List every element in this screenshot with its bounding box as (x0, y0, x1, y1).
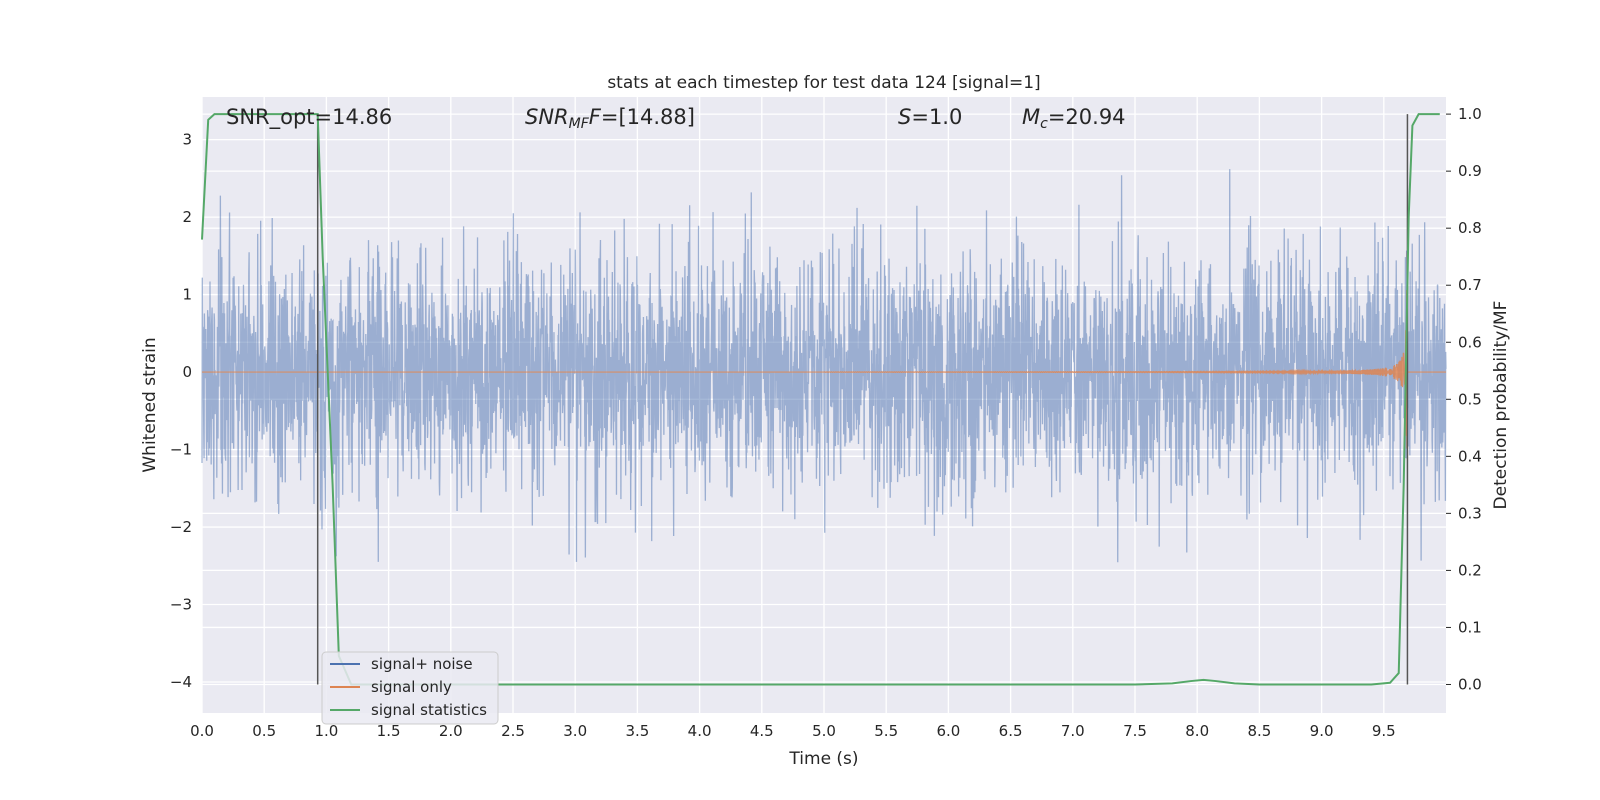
x-tick-label: 8.0 (1185, 722, 1209, 740)
right-y-axis-title: Detection probability/MF (1491, 301, 1511, 510)
right-y-tick-label: 0.7 (1458, 276, 1482, 294)
x-tick-label: 1.5 (377, 722, 401, 740)
left-y-axis-title: Whitened strain (140, 337, 160, 472)
left-y-tick-label: 3 (182, 131, 192, 149)
x-tick-label: 3.5 (625, 722, 649, 740)
legend-box (321, 651, 499, 725)
right-y-tick-label: 0.9 (1458, 162, 1482, 180)
x-tick-label: 9.0 (1310, 722, 1334, 740)
s-value: =1.0 (911, 105, 962, 129)
s-symbol: S (898, 105, 911, 129)
legend-label-signal-noise: signal+ noise (371, 655, 473, 673)
left-y-tick-label: 1 (182, 286, 192, 304)
legend-label-signal-only: signal only (371, 678, 452, 696)
right-y-tick-label: 0.5 (1458, 390, 1482, 408)
x-tick-label: 7.5 (1123, 722, 1147, 740)
x-tick-label: 5.5 (874, 722, 898, 740)
right-y-tick-label: 0.6 (1458, 333, 1482, 351)
legend-label-signal-statistics: signal statistics (371, 701, 487, 719)
snr-mf-symbol: SNR (525, 105, 569, 129)
signal-statistics-series (201, 113, 1440, 686)
annotation-snr-mf: SNRMFF=[14.88] (525, 105, 695, 132)
x-tick-label: 3.0 (563, 722, 587, 740)
x-tick-label: 1.0 (314, 722, 338, 740)
legend: signal+ noise signal only signal statist… (321, 651, 499, 725)
signal-noise-line (201, 169, 1447, 563)
left-y-tick-label: −4 (170, 673, 192, 691)
x-tick-label: 2.0 (439, 722, 463, 740)
x-tick-label: 6.5 (999, 722, 1023, 740)
right-y-axis-ticks: 1.0 0.9 0.8 0.7 0.6 0.5 0.4 0.3 0.2 0.1 0.0 (1446, 105, 1482, 693)
right-y-tick-label: 0.1 (1458, 618, 1482, 636)
x-tick-label: 9.5 (1372, 722, 1396, 740)
signal-only-line (202, 252, 1446, 449)
x-tick-label: 0.5 (252, 722, 276, 740)
annotation-s: S=1.0 (898, 105, 962, 129)
x-tick-label: 4.0 (688, 722, 712, 740)
right-y-tick-label: 0.4 (1458, 447, 1482, 465)
mc-symbol: M (1022, 105, 1040, 129)
chart-title: stats at each timestep for test data 124… (607, 73, 1040, 93)
signal-only-series (202, 252, 1446, 449)
left-y-tick-label: −1 (170, 441, 192, 459)
left-y-tick-label: −2 (170, 518, 192, 536)
x-tick-label: 0.0 (190, 722, 214, 740)
x-tick-label: 7.0 (1061, 722, 1085, 740)
signal-statistics-line (201, 113, 1440, 686)
x-tick-label: 5.0 (812, 722, 836, 740)
x-axis-title: Time (s) (788, 749, 858, 769)
right-y-tick-label: 0.2 (1458, 561, 1482, 579)
right-y-tick-label: 0.3 (1458, 504, 1482, 522)
snr-mf-f: F (589, 105, 602, 129)
x-tick-label: 4.5 (750, 722, 774, 740)
right-y-tick-label: 1.0 (1458, 105, 1482, 123)
mc-subscript: c (1040, 116, 1048, 132)
signal-noise-series (201, 169, 1447, 563)
merger-markers (316, 114, 1409, 685)
left-y-tick-label: 0 (182, 363, 192, 381)
snr-mf-subscript: MF (569, 116, 590, 132)
right-y-tick-label: 0.8 (1458, 219, 1482, 237)
mc-value: =20.94 (1048, 105, 1126, 129)
left-y-tick-label: 2 (182, 208, 192, 226)
right-y-tick-label: 0.0 (1458, 675, 1482, 693)
x-tick-label: 8.5 (1247, 722, 1271, 740)
x-tick-label: 2.5 (501, 722, 525, 740)
left-y-tick-label: −3 (170, 596, 192, 614)
annotation-mc: Mc=20.94 (1022, 105, 1126, 132)
x-axis-ticks: 0.0 0.5 1.0 1.5 2.0 2.5 3.0 3.5 4.0 4.5 5.0 5.5 6.0 6… (190, 722, 1396, 740)
snr-mf-value: =[14.88] (601, 105, 695, 129)
annotation-snr-opt: SNR_opt=14.86 (226, 105, 392, 130)
x-tick-label: 6.0 (936, 722, 960, 740)
left-y-axis-ticks: 3 2 1 0 −1 −2 −3 −4 (170, 131, 192, 691)
